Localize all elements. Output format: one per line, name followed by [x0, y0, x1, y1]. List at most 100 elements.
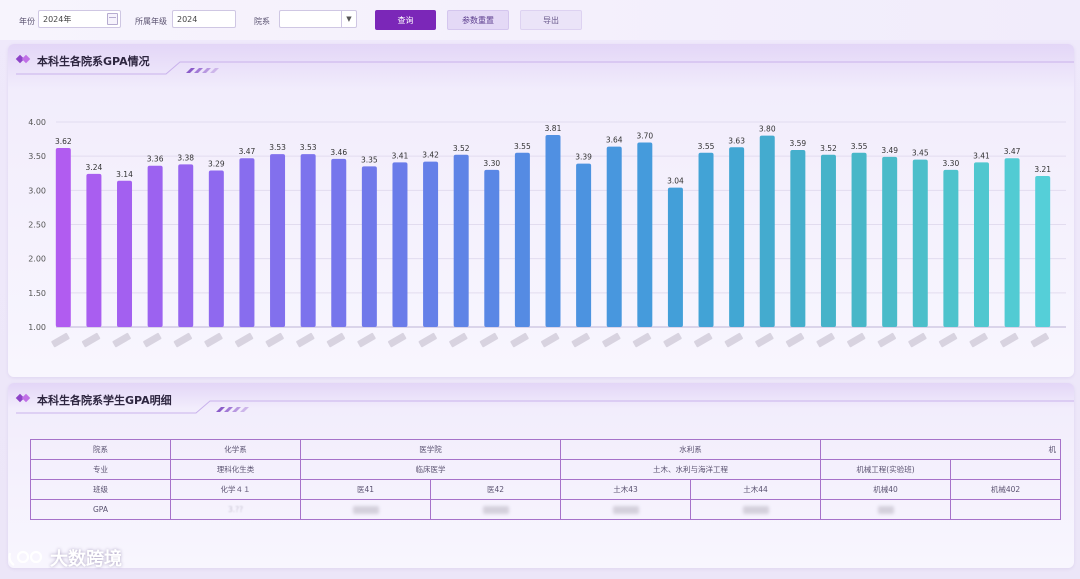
x-tick-label-blurred: [449, 332, 468, 348]
x-tick-label-blurred: [785, 332, 805, 348]
table-panel-header: 本科生各院系学生GPA明细: [8, 383, 1074, 414]
grade-input[interactable]: 2024: [172, 10, 236, 28]
bar: [361, 166, 377, 327]
x-tick-label-blurred: [847, 332, 866, 348]
bar-value-label: 3.52: [820, 144, 837, 153]
x-tick-label-blurred: [877, 332, 896, 348]
x-tick-label-blurred: [143, 332, 162, 348]
year-picker[interactable]: 2024年: [38, 10, 121, 28]
x-tick-label-blurred: [387, 332, 407, 348]
table-cell: 医42: [430, 479, 561, 500]
x-tick-label-blurred: [234, 332, 254, 348]
gpa-detail-table: 院系 化学系 医学院 水利系 机 专业 理科化生类 临床医学 土木、水利与海洋工…: [30, 439, 1061, 520]
bar: [698, 152, 714, 327]
bar: [208, 170, 224, 327]
bar: [514, 152, 530, 327]
bar: [147, 165, 163, 327]
table-row-college: 院系 化学系 医学院 水利系 机: [30, 439, 1061, 460]
table-row-class: 班级 化学４１ 医41 医42 土木43 土木44 机械40 机械402: [30, 479, 1061, 500]
bar: [667, 187, 683, 327]
bar-value-label: 3.24: [86, 163, 103, 172]
bar-value-label: 3.38: [177, 153, 194, 162]
calendar-icon[interactable]: [107, 13, 118, 25]
bar: [973, 162, 989, 327]
x-tick-label-blurred: [969, 332, 988, 348]
bar-value-label: 3.45: [912, 149, 929, 158]
filter-bar: 年份 2024年 所属年级 2024 院系 ▼ 查询 参数重置 导出: [0, 0, 1080, 40]
x-tick-label-blurred: [418, 332, 437, 348]
x-tick-label-blurred: [632, 332, 652, 348]
table-cell: 土木43: [560, 479, 691, 500]
bar-value-label: 3.04: [667, 177, 684, 186]
bar-value-label: 3.30: [943, 159, 960, 168]
blurred-value: [742, 506, 769, 514]
x-tick-label-blurred: [296, 332, 315, 348]
table-cell: [560, 499, 691, 520]
college-label: 院系: [254, 17, 270, 26]
x-tick-label-blurred: [816, 332, 835, 348]
watermark: 大数跨境: [6, 545, 122, 571]
bar-value-label: 3.39: [575, 153, 592, 162]
blurred-value: [612, 506, 639, 514]
table-cell: [430, 499, 561, 520]
table-cell: 医学院: [300, 439, 561, 460]
x-tick-label-blurred: [81, 332, 101, 348]
reset-button[interactable]: 参数重置: [447, 10, 509, 30]
table-cell: 土木44: [690, 479, 821, 500]
college-select[interactable]: ▼: [279, 10, 357, 28]
table-cell: [820, 499, 951, 520]
chevron-down-icon[interactable]: ▼: [341, 11, 356, 27]
bar: [912, 159, 928, 327]
chart-panel-title: 本科生各院系GPA情况: [37, 55, 150, 68]
year-value: 2024年: [43, 14, 72, 24]
bar: [1004, 158, 1020, 327]
table-cell: 临床医学: [300, 459, 561, 480]
table-row-gpa: GPA 3.??: [30, 499, 1061, 520]
x-tick-label-blurred: [663, 332, 682, 348]
bar: [606, 146, 622, 327]
table-cell: [690, 499, 821, 520]
x-tick-label-blurred: [357, 332, 376, 348]
bar-value-label: 3.55: [698, 142, 715, 151]
bar: [576, 163, 592, 327]
x-tick-label-blurred: [112, 332, 131, 348]
table-cell: 机械工程(实验班): [820, 459, 951, 480]
bar-value-label: 3.64: [606, 136, 623, 145]
table-cell: [300, 499, 431, 520]
x-tick-label-blurred: [173, 332, 193, 348]
row-header: 院系: [30, 439, 171, 460]
y-tick-label: 3.00: [28, 186, 46, 195]
grade-label: 所属年级: [135, 17, 167, 26]
bar: [300, 154, 316, 327]
bar-value-label: 3.53: [300, 143, 317, 152]
bar-value-label: 3.47: [1004, 147, 1021, 156]
bar: [484, 169, 500, 327]
header-decoration: [16, 400, 1074, 414]
bar: [86, 173, 102, 327]
table-cell: 化学４１: [170, 479, 301, 500]
x-tick-label-blurred: [602, 332, 621, 348]
table-cell: [950, 459, 1061, 480]
x-tick-label-blurred: [724, 332, 743, 348]
year-label: 年份: [19, 17, 35, 26]
bar-value-label: 3.42: [422, 151, 439, 160]
bar-value-label: 3.53: [269, 143, 286, 152]
query-button[interactable]: 查询: [375, 10, 436, 30]
bar: [943, 169, 959, 327]
bar: [851, 152, 867, 327]
export-button[interactable]: 导出: [520, 10, 582, 30]
bar-value-label: 3.62: [55, 137, 72, 146]
bar: [545, 134, 561, 327]
bar: [882, 156, 898, 327]
chart-panel-header: 本科生各院系GPA情况: [8, 44, 1074, 75]
bar: [637, 142, 653, 327]
table-cell: 3.??: [170, 499, 301, 520]
blurred-value: [352, 506, 379, 514]
bar: [1035, 175, 1051, 327]
bar-value-label: 3.36: [147, 155, 164, 164]
x-tick-label-blurred: [265, 332, 284, 348]
blurred-value: [482, 506, 509, 514]
watermark-text: 大数跨境: [50, 549, 122, 570]
grade-value: 2024: [177, 14, 198, 24]
table-cell: [950, 499, 1061, 520]
